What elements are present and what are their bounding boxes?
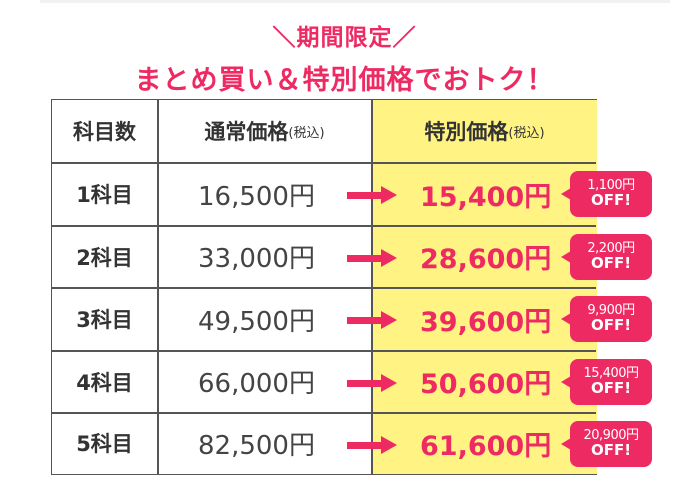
row-divider [52,350,596,352]
discount-badge: 2,200円 OFF! [561,234,652,280]
discount-badge: 1,100円 OFF! [561,171,652,217]
arrow-right-icon [347,249,399,267]
arrow-right-icon [347,374,399,392]
row-divider [52,412,596,414]
header-regular-price: 通常価格 (税込) [158,100,371,162]
discount-off-label: OFF! [590,378,632,397]
row-divider [52,162,596,164]
course-count-cell: 4科目 [76,370,133,395]
discount-badge: 20,900円 OFF! [561,421,652,467]
discount-off-label: OFF! [590,253,632,272]
discount-off-label: OFF! [590,315,632,334]
course-count-cell: 2科目 [76,245,133,270]
regular-price-cell: 16,500円 [198,181,315,212]
discount-amount: 9,900円 [587,303,635,319]
header-regular-tax-note: (税込) [288,125,325,141]
discount-off-label: OFF! [590,440,632,459]
arrow-right-icon [347,311,399,329]
special-price-cell: 39,600円 [420,306,552,338]
regular-price-cell: 49,500円 [198,306,315,337]
special-price-cell: 61,600円 [420,430,552,462]
arrow-right-icon [347,436,399,454]
header-regular-price-label: 通常価格 [204,120,289,144]
arrow-right-icon [347,186,399,204]
promo-tag: ＼期間限定／ [272,25,417,51]
header-course-count: 科目数 [73,120,136,144]
promo-title: まとめ買い＆特別価格でおトク！ [134,65,555,96]
top-divider [40,0,670,3]
discount-amount: 15,400円 [583,366,640,382]
discount-amount: 2,200円 [587,241,635,257]
discount-off-label: OFF! [590,190,632,209]
special-price-cell: 15,400円 [420,181,552,213]
header-special-tax-note: (税込) [508,125,545,141]
regular-price-cell: 82,500円 [198,430,315,461]
discount-badge: 9,900円 OFF! [561,296,652,342]
discount-amount: 20,900円 [583,428,640,444]
row-divider [52,225,596,227]
special-price-cell: 28,600円 [420,244,552,275]
header-special-price: 特別価格 (税込) [372,100,597,162]
course-count-cell: 3科目 [76,308,133,332]
course-count-cell: 1科目 [76,183,133,207]
course-count-cell: 5科目 [76,432,133,456]
row-divider [52,287,596,289]
regular-price-cell: 66,000円 [198,369,315,399]
header-special-price-label: 特別価格 [424,120,509,144]
discount-amount: 1,100円 [587,178,635,194]
regular-price-cell: 33,000円 [198,244,315,274]
special-price-cell: 50,600円 [420,369,552,400]
discount-badge: 15,400円 OFF! [561,359,652,405]
price-table: 科目数 通常価格 (税込) 特別価格 (税込) 1科目 16,500円 15,400… [51,99,597,475]
